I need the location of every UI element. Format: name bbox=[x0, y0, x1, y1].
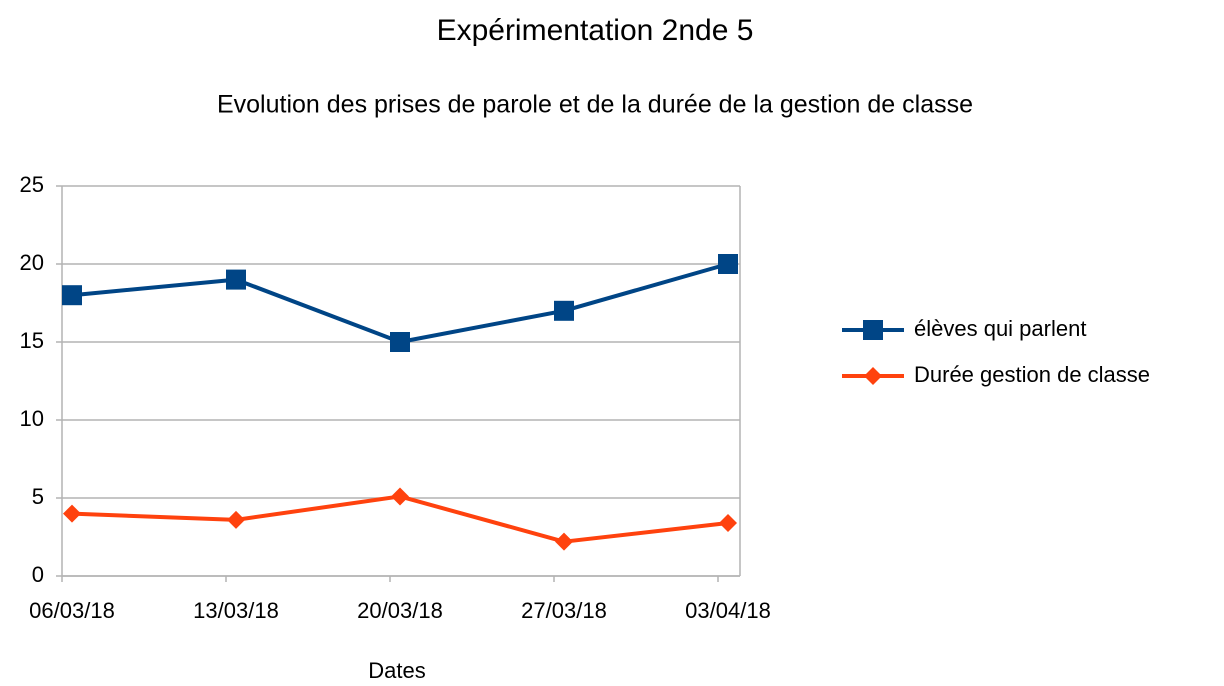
data-point bbox=[555, 532, 573, 551]
data-point bbox=[226, 269, 246, 290]
data-point bbox=[63, 504, 81, 523]
y-tick-label: 20 bbox=[20, 250, 44, 275]
y-tick-label: 25 bbox=[20, 172, 44, 197]
legend-marker bbox=[863, 320, 883, 340]
x-tick-label: 13/03/18 bbox=[193, 598, 279, 623]
series-line bbox=[71, 262, 729, 344]
y-tick-label: 0 bbox=[32, 562, 44, 587]
x-tick-label: 20/03/18 bbox=[357, 598, 443, 623]
legend-marker bbox=[864, 367, 882, 385]
x-tick-label: 06/03/18 bbox=[29, 598, 115, 623]
data-point bbox=[391, 487, 409, 506]
y-tick-label: 5 bbox=[32, 484, 44, 509]
data-point bbox=[718, 254, 738, 274]
data-point bbox=[62, 285, 82, 306]
data-point bbox=[390, 332, 410, 352]
chart-title: Expérimentation 2nde 5 bbox=[437, 14, 754, 47]
legend-label: élèves qui parlent bbox=[914, 316, 1086, 341]
x-axis-label: Dates bbox=[368, 658, 425, 683]
y-tick-label: 15 bbox=[20, 328, 44, 353]
x-tick-label: 03/04/18 bbox=[685, 598, 771, 623]
data-point bbox=[719, 513, 737, 532]
y-tick-label: 10 bbox=[20, 406, 44, 431]
data-point bbox=[554, 300, 574, 321]
x-tick-label: 27/03/18 bbox=[521, 598, 607, 623]
legend-label: Durée gestion de classe bbox=[914, 362, 1150, 387]
chart-subtitle: Evolution des prises de parole et de la … bbox=[217, 91, 973, 119]
data-point bbox=[227, 510, 245, 529]
